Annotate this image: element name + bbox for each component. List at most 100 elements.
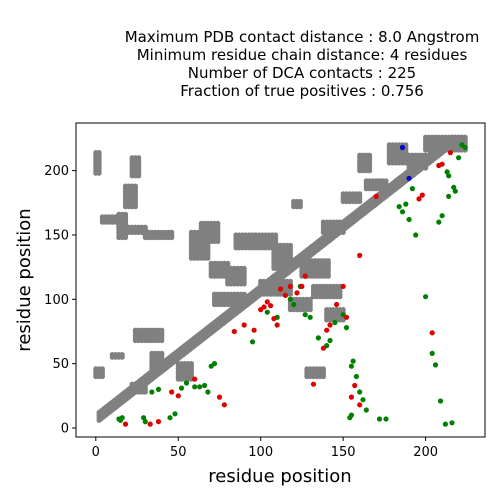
- true-positive-point: [141, 415, 146, 420]
- false-positive-point: [222, 402, 227, 407]
- pdb-contacts-point: [133, 184, 138, 189]
- true-positive-point: [167, 415, 172, 420]
- false-positive-point: [169, 389, 174, 394]
- true-positive-point: [332, 320, 337, 325]
- false-positive-point: [420, 193, 425, 198]
- x-tick-label: 0: [92, 445, 100, 460]
- false-positive-point: [303, 274, 308, 279]
- pdb-contacts-point: [423, 153, 428, 158]
- y-tick-label: 150: [44, 228, 69, 243]
- pdb-contacts-point: [215, 221, 220, 226]
- true-positive-point: [453, 189, 458, 194]
- true-positive-point: [360, 397, 365, 402]
- false-positive-point: [192, 377, 197, 382]
- false-positive-point: [311, 382, 316, 387]
- pdb-contacts-point: [242, 292, 247, 297]
- false-positive-point: [324, 328, 329, 333]
- false-positive-point: [299, 284, 304, 289]
- pdb-contacts-point: [143, 382, 148, 387]
- true-positive-point: [288, 297, 293, 302]
- false-positive-point: [294, 290, 299, 295]
- true-positive-point: [407, 217, 412, 222]
- pdb-contacts-point: [288, 243, 293, 248]
- pdb-contacts-point: [367, 153, 372, 158]
- true-positive-point: [265, 310, 270, 315]
- false-positive-point: [321, 346, 326, 351]
- pdb-contacts-point: [225, 261, 230, 266]
- x-axis-label: residue position: [208, 466, 351, 487]
- true-positive-point: [197, 384, 202, 389]
- y-tick-label: 50: [52, 357, 69, 372]
- true-positive-point: [349, 364, 354, 369]
- pdb-contacts-point: [123, 214, 128, 219]
- false-positive-point: [275, 322, 280, 327]
- false-positive-point: [334, 302, 339, 307]
- other-point: [407, 176, 412, 181]
- false-positive-point: [278, 286, 283, 291]
- false-positive-point: [271, 316, 276, 321]
- true-positive-point: [205, 389, 210, 394]
- true-positive-point: [463, 145, 468, 150]
- pdb-contacts-point: [321, 366, 326, 371]
- false-positive-point: [448, 150, 453, 155]
- false-positive-point: [261, 304, 266, 309]
- pdb-contacts-point: [326, 258, 331, 263]
- pdb-contacts-point: [120, 352, 125, 357]
- pdb-contacts-point: [143, 225, 148, 230]
- true-positive-point: [410, 186, 415, 191]
- true-positive-point: [413, 232, 418, 237]
- false-positive-point: [176, 393, 181, 398]
- true-positive-point: [344, 325, 349, 330]
- true-positive-point: [303, 312, 308, 317]
- x-tick-label: 100: [248, 445, 273, 460]
- true-positive-point: [436, 220, 441, 225]
- false-positive-point: [232, 329, 237, 334]
- x-tick-label: 200: [413, 445, 438, 460]
- y-tick-label: 100: [44, 293, 69, 308]
- true-positive-point: [446, 173, 451, 178]
- false-positive-point: [430, 330, 435, 335]
- pdb-contacts-point: [341, 307, 346, 312]
- true-positive-point: [456, 155, 461, 160]
- true-positive-point: [423, 294, 428, 299]
- true-positive-point: [403, 202, 408, 207]
- pdb-contacts-point: [159, 328, 164, 333]
- true-positive-point: [364, 407, 369, 412]
- true-positive-point: [179, 386, 184, 391]
- true-positive-point: [354, 374, 359, 379]
- x-tick-label: 50: [170, 445, 187, 460]
- pdb-contacts-point: [100, 366, 105, 371]
- pdb-contacts-point: [357, 191, 362, 196]
- false-positive-point: [288, 284, 293, 289]
- y-axis-label: residue position: [14, 208, 35, 351]
- pdb-contacts-point: [169, 230, 174, 235]
- true-positive-point: [120, 415, 125, 420]
- y-tick-label: 0: [61, 421, 69, 436]
- true-positive-point: [192, 384, 197, 389]
- pdb-contacts-point: [97, 150, 102, 155]
- true-positive-point: [400, 209, 405, 214]
- true-positive-point: [430, 351, 435, 356]
- other-point: [400, 145, 405, 150]
- pdb-contacts-point: [136, 155, 141, 160]
- true-positive-point: [172, 411, 177, 416]
- pdb-contacts-point: [273, 232, 278, 237]
- true-positive-point: [357, 389, 362, 394]
- true-positive-point: [291, 302, 296, 307]
- false-positive-point: [327, 322, 332, 327]
- true-positive-point: [149, 389, 154, 394]
- true-positive-point: [397, 204, 402, 209]
- pdb-contacts-point: [242, 266, 247, 271]
- true-positive-point: [347, 415, 352, 420]
- pdb-contacts-point: [308, 297, 313, 302]
- false-positive-point: [156, 419, 161, 424]
- true-positive-point: [449, 420, 454, 425]
- false-positive-point: [440, 162, 445, 167]
- true-positive-point: [316, 335, 321, 340]
- false-positive-point: [252, 328, 257, 333]
- true-positive-point: [202, 383, 207, 388]
- pdb-contacts-point: [159, 351, 164, 356]
- true-positive-point: [327, 338, 332, 343]
- pdb-contacts-point: [341, 220, 346, 225]
